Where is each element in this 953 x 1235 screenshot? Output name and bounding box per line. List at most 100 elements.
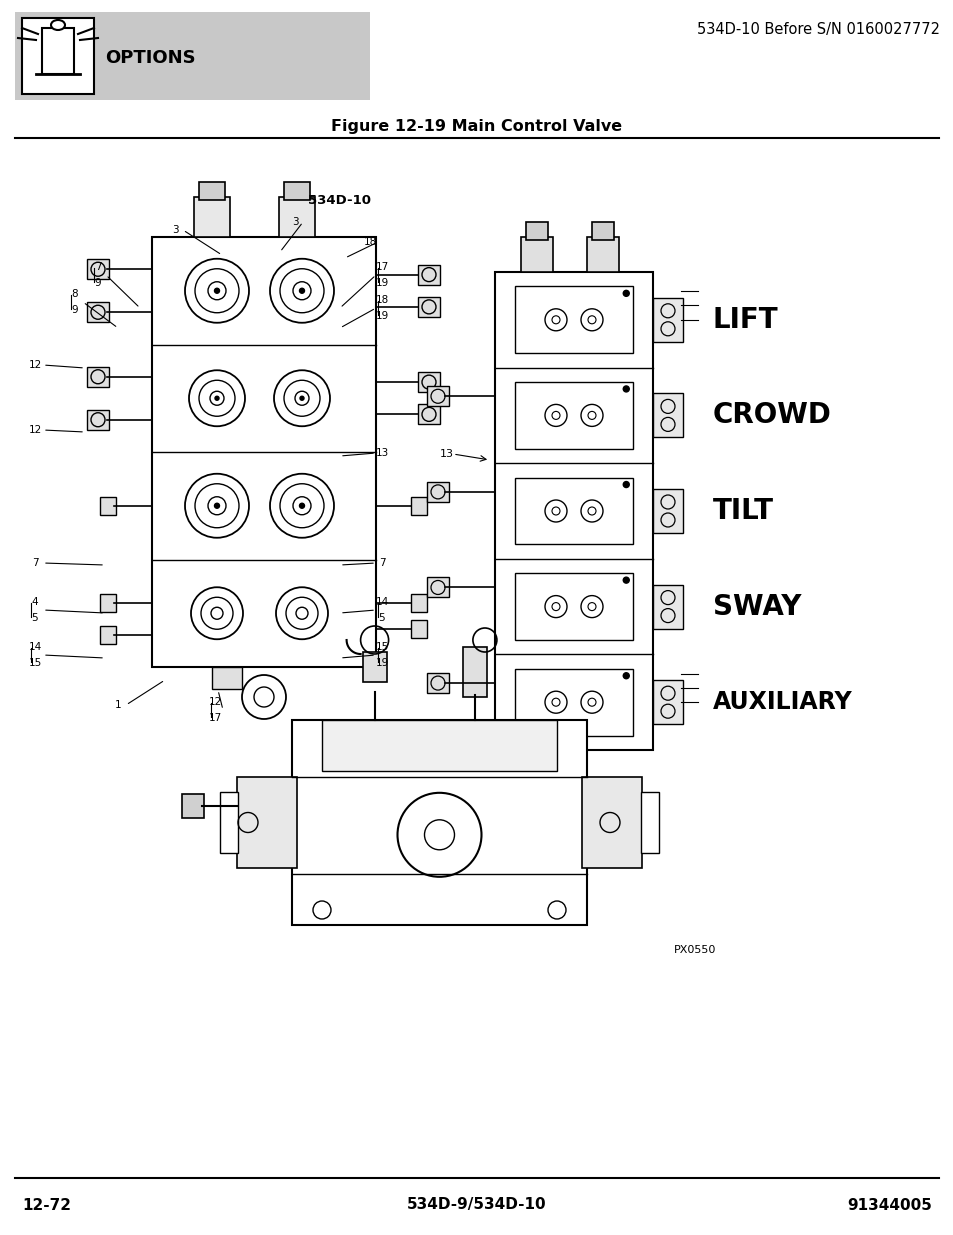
Text: 15: 15 [375,642,388,652]
Bar [284,182,310,200]
Text: 5: 5 [378,613,385,622]
Text: 14: 14 [375,597,388,606]
Text: TILT: TILT [712,496,773,525]
Bar [515,573,633,640]
Text: 12: 12 [29,359,42,370]
Text: 4: 4 [31,597,38,606]
Bar [652,489,682,534]
Text: 3: 3 [292,217,298,227]
Bar [212,667,242,689]
Bar [427,387,449,406]
Bar [87,259,109,279]
Text: 9: 9 [71,305,78,315]
Text: 7: 7 [94,262,101,272]
Bar [152,237,375,667]
Bar [15,12,370,100]
Bar [278,198,314,237]
Text: 12: 12 [29,425,42,435]
Bar [100,496,116,515]
Bar [100,626,116,643]
Circle shape [299,396,304,400]
Bar [362,652,386,682]
Text: 5: 5 [31,613,38,622]
Text: 14: 14 [29,642,42,652]
Text: 18: 18 [363,237,376,247]
Bar [652,584,682,629]
Text: OPTIONS: OPTIONS [105,49,195,67]
Bar [520,237,553,272]
Bar [100,594,116,611]
Bar [515,668,633,736]
Bar [411,594,427,611]
Bar [87,303,109,322]
Circle shape [214,503,219,509]
Text: 3: 3 [172,225,178,235]
Text: 13: 13 [439,450,454,459]
Text: 7: 7 [31,558,38,568]
Bar [42,28,74,74]
Bar [236,777,296,868]
Text: 534D-9/534D-10: 534D-9/534D-10 [407,1198,546,1213]
Bar [530,750,559,776]
Bar [592,222,614,240]
Bar [462,647,486,697]
Bar [22,19,94,94]
Bar [581,777,641,868]
Text: 534D-10 Before S/N 0160027772: 534D-10 Before S/N 0160027772 [697,22,939,37]
Text: 17: 17 [208,713,221,722]
Text: 19: 19 [375,311,388,321]
Bar [515,382,633,448]
Text: 91344005: 91344005 [846,1198,931,1213]
Bar [87,410,109,430]
Bar [427,578,449,598]
Ellipse shape [51,20,65,30]
Bar [220,792,237,853]
Text: 13: 13 [375,448,388,458]
Text: Figure 12-19 Main Control Valve: Figure 12-19 Main Control Valve [331,119,622,133]
Circle shape [622,577,629,583]
Bar [292,720,586,925]
Text: 19: 19 [375,278,388,288]
Circle shape [622,673,629,679]
Bar [417,296,439,317]
Text: 18: 18 [375,295,388,305]
Bar [411,496,427,515]
Text: SWAY: SWAY [712,593,801,621]
Bar [193,198,230,237]
Text: 12: 12 [208,697,221,706]
Bar [586,237,618,272]
Text: 8: 8 [71,289,78,299]
Bar [652,298,682,342]
Bar [640,792,659,853]
Text: PX0550: PX0550 [673,945,716,955]
Bar [182,794,204,818]
Circle shape [214,396,219,400]
Bar [417,372,439,393]
Text: 534D-10: 534D-10 [308,194,371,206]
Text: 1: 1 [114,700,121,710]
Bar [525,222,547,240]
Bar [411,620,427,638]
Text: AUXILIARY: AUXILIARY [712,690,852,714]
Bar [515,287,633,353]
Text: 7: 7 [378,558,385,568]
Circle shape [622,482,629,488]
Bar [495,272,652,750]
Text: 17: 17 [375,262,388,272]
Text: 19: 19 [375,658,388,668]
Circle shape [622,387,629,391]
Circle shape [299,503,304,509]
Circle shape [214,288,219,293]
Bar [515,478,633,545]
Bar [322,720,557,771]
Bar [427,482,449,501]
Bar [87,367,109,387]
Bar [427,673,449,693]
Bar [652,680,682,724]
Bar [417,264,439,284]
Bar [417,404,439,425]
Text: 15: 15 [29,658,42,668]
Text: 9: 9 [94,278,101,288]
Circle shape [622,290,629,296]
Text: CROWD: CROWD [712,401,831,430]
